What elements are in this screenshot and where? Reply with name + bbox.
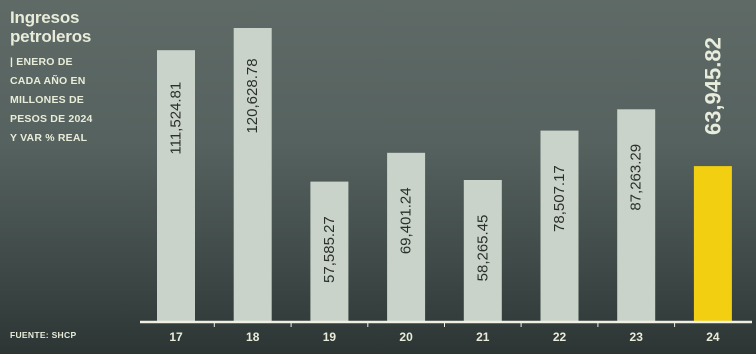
value-label-21: 58,265.45 (474, 215, 491, 282)
value-label-24: 63,945.82 (700, 37, 725, 135)
x-tick-17: 17 (169, 330, 183, 344)
bar-21 (463, 180, 502, 322)
value-label-17: 111,524.81 (168, 82, 185, 155)
value-label-18: 120,628.78 (244, 58, 261, 133)
source-note: FUENTE: SHCP (10, 330, 77, 340)
chart-title: Ingresos petroleros (10, 8, 92, 46)
bar-20 (387, 152, 426, 322)
bar-24 (693, 166, 732, 322)
bar-19 (310, 181, 349, 322)
value-label-19: 57,585.27 (321, 216, 338, 283)
value-label-23: 87,263.29 (628, 144, 645, 211)
x-tick-22: 22 (553, 330, 567, 344)
x-tick-18: 18 (246, 330, 260, 344)
value-label-20: 69,401.24 (398, 187, 415, 254)
x-tick-24: 24 (706, 330, 720, 344)
x-tick-23: 23 (630, 330, 644, 344)
chart-subtitle: | ENERO DE CADA AÑO EN MILLONES DE PESOS… (10, 56, 93, 144)
x-tick-20: 20 (399, 330, 413, 344)
value-label-22: 78,507.17 (551, 165, 568, 232)
bar-17 (157, 50, 195, 322)
bar-23 (617, 109, 656, 322)
bar-22 (540, 130, 579, 322)
x-tick-19: 19 (323, 330, 337, 344)
x-tick-21: 21 (476, 330, 490, 344)
bar-18 (233, 28, 272, 322)
